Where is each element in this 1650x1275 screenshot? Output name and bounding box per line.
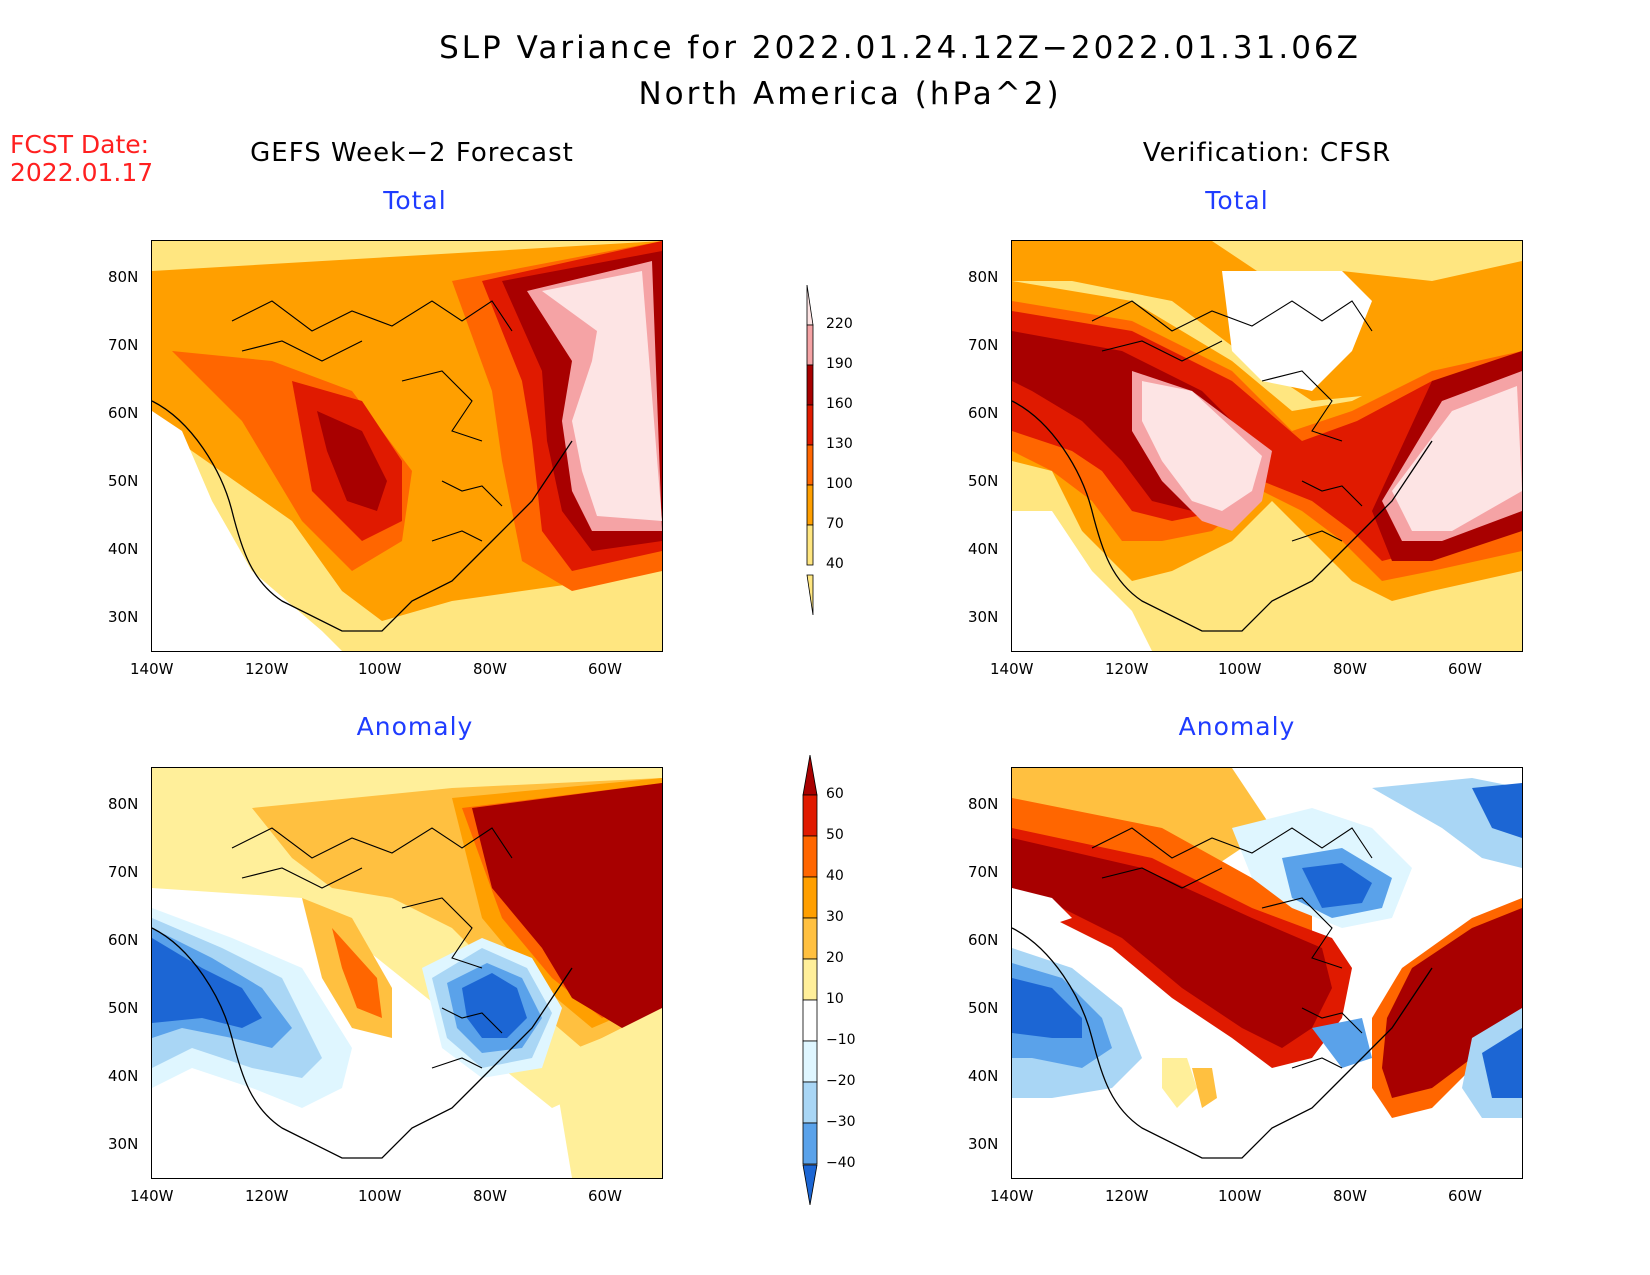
lat-label: 30N bbox=[968, 608, 999, 626]
lat-label: 80N bbox=[968, 268, 999, 286]
forecast-anomaly-map bbox=[151, 767, 663, 1179]
lat-label: 40N bbox=[968, 540, 999, 558]
fcst-date-label: FCST Date: bbox=[10, 130, 150, 159]
lon-label: 120W bbox=[1105, 1187, 1149, 1205]
lon-label: 60W bbox=[1448, 660, 1482, 678]
colorbar-level-label: 10 bbox=[826, 991, 844, 1007]
lon-label: 100W bbox=[1218, 660, 1262, 678]
lon-label: 80W bbox=[1333, 660, 1367, 678]
lat-label: 30N bbox=[108, 1135, 139, 1153]
forecast-header: GEFS Week−2 Forecast bbox=[250, 138, 574, 168]
colorbar-level-label: −40 bbox=[826, 1155, 856, 1171]
lon-label: 140W bbox=[990, 1187, 1034, 1205]
lon-label: 140W bbox=[130, 1187, 174, 1205]
colorbar-box bbox=[806, 484, 814, 526]
lon-label: 100W bbox=[358, 1187, 402, 1205]
colorbar-box bbox=[802, 999, 818, 1042]
lat-label: 40N bbox=[968, 1067, 999, 1085]
colorbar-level-label: −30 bbox=[826, 1114, 856, 1130]
colorbar-level-label: 100 bbox=[826, 476, 853, 492]
colorbar-box bbox=[802, 794, 818, 837]
lon-label: 120W bbox=[245, 660, 289, 678]
colorbar-level-label: 70 bbox=[826, 516, 844, 532]
verif-anomaly-title: Anomaly bbox=[1178, 712, 1296, 741]
lon-label: 140W bbox=[990, 660, 1034, 678]
anomaly-colorbar bbox=[800, 754, 820, 1209]
lat-label: 60N bbox=[108, 404, 139, 422]
lat-label: 80N bbox=[108, 268, 139, 286]
lat-label: 40N bbox=[108, 540, 139, 558]
verif-total-map bbox=[1011, 240, 1523, 652]
lon-label: 60W bbox=[588, 660, 622, 678]
colorbar-box bbox=[802, 835, 818, 878]
main-subtitle: North America (hPa^2) bbox=[638, 76, 1062, 112]
colorbar-box bbox=[806, 364, 814, 406]
lat-label: 70N bbox=[108, 863, 139, 881]
lon-label: 60W bbox=[1448, 1187, 1482, 1205]
lon-label: 80W bbox=[1333, 1187, 1367, 1205]
lon-label: 80W bbox=[473, 660, 507, 678]
lat-label: 40N bbox=[108, 1067, 139, 1085]
lon-label: 80W bbox=[473, 1187, 507, 1205]
colorbar-box bbox=[806, 524, 814, 566]
colorbar-level-label: 190 bbox=[826, 356, 853, 372]
colorbar-box bbox=[806, 444, 814, 486]
lat-label: 70N bbox=[108, 336, 139, 354]
colorbar-box bbox=[802, 917, 818, 960]
lon-label: 140W bbox=[130, 660, 174, 678]
total-colorbar bbox=[800, 284, 820, 619]
lat-label: 50N bbox=[108, 999, 139, 1017]
lat-label: 60N bbox=[968, 404, 999, 422]
lon-label: 100W bbox=[1218, 1187, 1262, 1205]
lon-label: 60W bbox=[588, 1187, 622, 1205]
lat-label: 50N bbox=[108, 472, 139, 490]
colorbar-level-label: 50 bbox=[826, 827, 844, 843]
forecast-anomaly-title: Anomaly bbox=[356, 712, 474, 741]
colorbar-level-label: 130 bbox=[826, 436, 853, 452]
colorbar-level-label: 40 bbox=[826, 868, 844, 884]
lat-label: 60N bbox=[968, 931, 999, 949]
lat-label: 80N bbox=[108, 795, 139, 813]
lon-label: 120W bbox=[1105, 660, 1149, 678]
colorbar-level-label: −10 bbox=[826, 1032, 856, 1048]
lat-label: 70N bbox=[968, 336, 999, 354]
forecast-total-map bbox=[151, 240, 663, 652]
lat-label: 30N bbox=[968, 1135, 999, 1153]
colorbar-level-label: 220 bbox=[826, 316, 853, 332]
colorbar-level-label: 160 bbox=[826, 396, 853, 412]
verif-total-title: Total bbox=[1205, 186, 1269, 215]
colorbar-level-label: −20 bbox=[826, 1073, 856, 1089]
lat-label: 70N bbox=[968, 863, 999, 881]
lon-label: 120W bbox=[245, 1187, 289, 1205]
colorbar-level-label: 60 bbox=[826, 786, 844, 802]
colorbar-box bbox=[802, 1040, 818, 1083]
forecast-total-title: Total bbox=[383, 186, 447, 215]
lat-label: 80N bbox=[968, 795, 999, 813]
colorbar-level-label: 30 bbox=[826, 909, 844, 925]
colorbar-box bbox=[806, 324, 814, 366]
lon-label: 100W bbox=[358, 660, 402, 678]
verification-header: Verification: CFSR bbox=[1142, 138, 1392, 168]
lat-label: 50N bbox=[968, 472, 999, 490]
fcst-date-value: 2022.01.17 bbox=[10, 158, 154, 187]
colorbar-box bbox=[806, 404, 814, 446]
colorbar-level-label: 40 bbox=[826, 556, 844, 572]
verif-anomaly-map bbox=[1011, 767, 1523, 1179]
colorbar-box bbox=[802, 876, 818, 919]
colorbar-box bbox=[802, 1081, 818, 1124]
lat-label: 60N bbox=[108, 931, 139, 949]
lat-label: 30N bbox=[108, 608, 139, 626]
colorbar-box bbox=[802, 1122, 818, 1165]
main-title: SLP Variance for 2022.01.24.12Z−2022.01.… bbox=[439, 30, 1361, 66]
colorbar-level-label: 20 bbox=[826, 950, 844, 966]
lat-label: 50N bbox=[968, 999, 999, 1017]
colorbar-box bbox=[802, 958, 818, 1001]
